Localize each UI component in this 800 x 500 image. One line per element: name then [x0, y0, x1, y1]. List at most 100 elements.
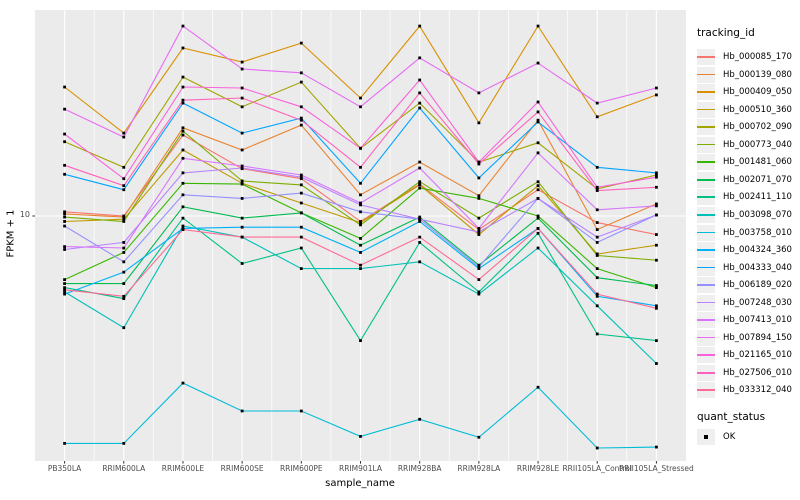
data-point — [477, 121, 481, 125]
legend-label-Hb_004324_360: Hb_004324_360 — [723, 245, 792, 256]
data-point — [299, 201, 303, 205]
data-point — [240, 105, 244, 109]
data-point — [477, 265, 481, 269]
data-point — [181, 156, 185, 160]
legend-line-swatch — [697, 389, 715, 392]
data-point — [477, 292, 481, 296]
data-point — [63, 292, 66, 296]
data-point — [477, 162, 481, 166]
legend-label-Hb_007248_030: Hb_007248_030 — [723, 297, 792, 308]
legend-key-Hb_000409_050 — [697, 84, 715, 101]
data-point — [359, 221, 362, 224]
x-tick-label-RRIM600PE: RRIM600PE — [279, 464, 323, 473]
legend-key-Hb_003098_070 — [697, 206, 715, 223]
data-point — [536, 226, 540, 230]
data-point — [299, 41, 303, 45]
data-point — [181, 148, 185, 152]
legend-key-Hb_000085_170 — [697, 49, 715, 65]
data-point — [359, 193, 362, 197]
data-point — [240, 409, 244, 413]
data-point — [122, 260, 126, 264]
data-point — [477, 160, 481, 164]
legend-key-Hb_001481_060 — [697, 154, 715, 171]
data-point — [655, 185, 658, 189]
data-point — [536, 110, 540, 114]
data-point — [655, 202, 658, 206]
data-point — [418, 241, 422, 244]
data-point — [122, 215, 126, 219]
data-point — [418, 186, 422, 190]
data-point — [655, 304, 658, 308]
data-point — [536, 385, 540, 389]
legend-key-Hb_002071_070 — [697, 171, 715, 188]
legend-label-Hb_000773_040: Hb_000773_040 — [723, 139, 792, 150]
data-point — [63, 172, 66, 176]
legend-line-swatch — [697, 266, 715, 269]
data-point — [477, 196, 481, 200]
data-point — [299, 105, 303, 109]
legend-label-quant-ok: OK — [723, 432, 736, 442]
data-point — [595, 208, 599, 212]
data-point — [122, 326, 126, 330]
data-point — [595, 187, 599, 191]
legend-line-swatch — [697, 91, 715, 93]
data-point — [181, 101, 185, 105]
x-tick-label-PB350LA: PB350LA — [47, 464, 82, 473]
data-point — [122, 131, 126, 135]
data-point — [299, 235, 303, 239]
data-point — [181, 46, 185, 50]
legend-key-Hb_033312_040 — [697, 382, 715, 399]
data-point — [63, 290, 66, 294]
legend-label-Hb_000702_090: Hb_000702_090 — [723, 122, 792, 133]
data-point — [63, 140, 66, 144]
data-point — [63, 107, 66, 111]
data-point — [299, 225, 303, 229]
legend-key-Hb_004324_360 — [697, 242, 715, 259]
data-point — [359, 181, 362, 185]
data-point — [418, 101, 422, 105]
legend-label-Hb_000510_360: Hb_000510_360 — [723, 104, 792, 115]
data-point — [595, 228, 599, 232]
data-point — [477, 435, 481, 439]
data-point — [536, 118, 540, 122]
data-point — [240, 262, 244, 265]
data-point — [418, 180, 422, 184]
data-point — [359, 237, 362, 240]
data-point — [595, 101, 599, 105]
data-point — [181, 98, 185, 102]
data-point — [181, 24, 185, 28]
data-point — [477, 176, 481, 180]
data-point — [418, 160, 422, 164]
data-point — [595, 241, 599, 244]
data-point — [122, 165, 126, 169]
data-point — [240, 67, 244, 71]
legend-line-swatch — [697, 178, 715, 181]
legend-key-Hb_000773_040 — [697, 136, 715, 153]
data-point — [299, 173, 303, 177]
data-point — [299, 116, 303, 120]
data-point — [240, 235, 244, 239]
data-point — [240, 96, 244, 100]
data-point — [122, 282, 126, 285]
x-tick-label-RRIM901LA: RRIM901LA — [339, 464, 382, 473]
legend-label-Hb_033312_040: Hb_033312_040 — [723, 385, 792, 396]
legend-line-swatch — [697, 126, 715, 128]
data-point — [122, 220, 126, 223]
data-point — [181, 171, 185, 175]
x-tick-label-RRIM928BA: RRIM928BA — [397, 464, 442, 473]
legend-label-Hb_000139_080: Hb_000139_080 — [723, 69, 792, 80]
x-axis-title: sample_name — [325, 478, 395, 489]
data-point — [122, 135, 126, 139]
legend-label-Hb_021165_010: Hb_021165_010 — [723, 350, 792, 361]
data-point — [359, 263, 362, 267]
data-point — [240, 182, 244, 186]
legend-line-swatch — [697, 196, 715, 199]
data-point — [240, 86, 244, 90]
data-point — [63, 85, 66, 89]
data-point — [359, 435, 362, 438]
data-point — [240, 164, 244, 168]
data-point — [63, 224, 66, 228]
legend-key-Hb_000702_090 — [697, 119, 715, 136]
data-point — [299, 409, 303, 413]
data-point — [536, 246, 540, 250]
